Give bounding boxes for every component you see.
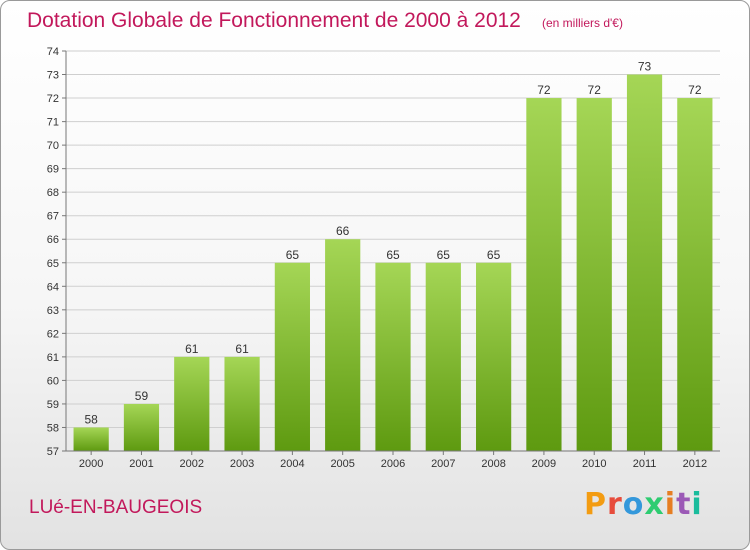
x-tick-label: 2004 — [280, 458, 304, 470]
y-tick-label: 57 — [47, 446, 59, 458]
bar — [425, 262, 461, 451]
y-tick-label: 74 — [47, 46, 59, 58]
y-tick-label: 61 — [47, 352, 59, 364]
bar-value-label: 72 — [537, 83, 551, 97]
x-tick-label: 2000 — [79, 458, 103, 470]
y-tick-label: 63 — [47, 305, 59, 317]
bar — [174, 356, 210, 451]
x-tick-label: 2012 — [683, 458, 707, 470]
bar-value-label: 65 — [286, 248, 300, 262]
logo-letter: r — [607, 487, 623, 522]
bar-value-label: 65 — [437, 248, 451, 262]
y-tick-label: 59 — [47, 399, 59, 411]
logo-letter: i — [691, 487, 703, 522]
bar-value-label: 73 — [638, 60, 652, 74]
logo-letter: t — [676, 487, 692, 522]
bar — [123, 403, 160, 451]
bar — [274, 262, 310, 451]
proxiti-logo: Proxiti — [584, 487, 703, 522]
bar-value-label: 61 — [185, 342, 199, 356]
bar — [476, 262, 512, 451]
y-tick-label: 71 — [47, 117, 59, 129]
y-tick-label: 64 — [47, 281, 59, 293]
y-tick-label: 58 — [47, 422, 59, 434]
chart-title: Dotation Globale de Fonctionnement de 20… — [27, 9, 521, 32]
bar-value-label: 58 — [84, 412, 98, 426]
logo-letter: o — [622, 487, 645, 522]
bar — [375, 262, 411, 451]
bar-value-label: 72 — [588, 83, 602, 97]
y-tick-label: 69 — [47, 164, 59, 176]
x-tick-label: 2007 — [431, 458, 455, 470]
chart-subtitle: (en milliers d'€) — [542, 16, 623, 30]
y-tick-label: 65 — [47, 258, 59, 270]
bar — [224, 356, 260, 451]
bar-value-label: 61 — [235, 342, 249, 356]
x-tick-label: 2009 — [532, 458, 556, 470]
x-tick-label: 2010 — [582, 458, 606, 470]
bar — [526, 98, 562, 451]
x-tick-label: 2008 — [481, 458, 505, 470]
y-tick-label: 66 — [47, 234, 59, 246]
y-tick-label: 67 — [47, 211, 59, 223]
bar-value-label: 65 — [386, 248, 400, 262]
bar-value-label: 66 — [336, 224, 350, 238]
logo-letter: P — [584, 487, 607, 522]
bar — [677, 98, 713, 451]
y-tick-label: 68 — [47, 187, 59, 199]
y-tick-label: 62 — [47, 328, 59, 340]
logo-letter: i — [664, 487, 677, 522]
logo-letter: x — [644, 487, 665, 522]
x-tick-label: 2002 — [180, 458, 204, 470]
y-tick-label: 73 — [47, 70, 59, 82]
y-tick-label: 60 — [47, 375, 59, 387]
bar — [73, 427, 109, 451]
bar — [325, 239, 361, 451]
x-tick-label: 2005 — [330, 458, 354, 470]
bar — [576, 98, 612, 451]
commune-name: LUé-EN-BAUGEOIS — [29, 497, 203, 518]
bar-value-label: 72 — [688, 83, 702, 97]
bar-value-label: 59 — [135, 389, 149, 403]
y-tick-label: 70 — [47, 140, 59, 152]
x-tick-label: 2001 — [129, 458, 153, 470]
y-tick-label: 72 — [47, 93, 59, 105]
bar — [626, 74, 663, 451]
x-tick-label: 2006 — [381, 458, 405, 470]
x-tick-label: 2011 — [633, 458, 657, 470]
bar-value-label: 65 — [487, 248, 501, 262]
x-tick-label: 2003 — [230, 458, 254, 470]
